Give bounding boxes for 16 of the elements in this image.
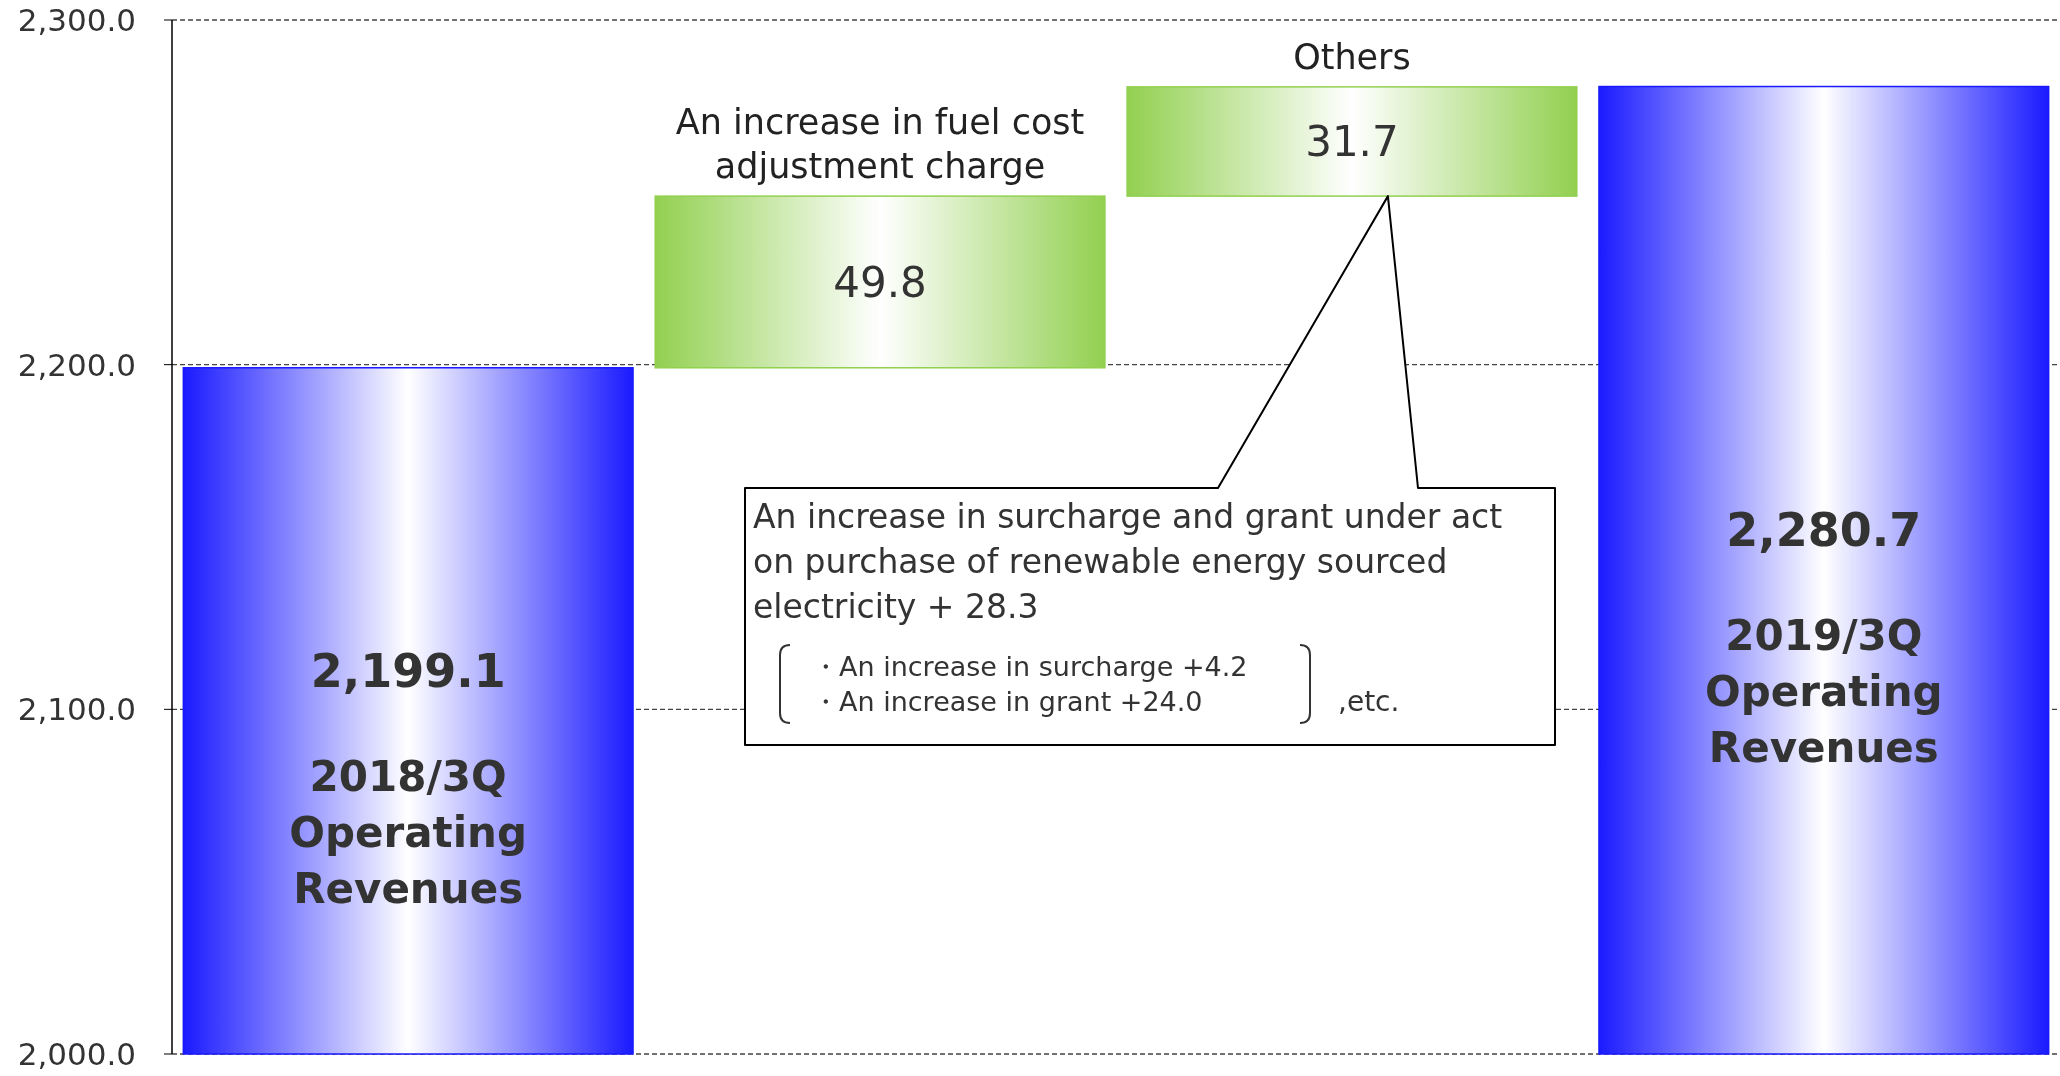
y-tick-label: 2,100.0 xyxy=(17,691,136,728)
annotation: ・An increase in surcharge +4.2 xyxy=(812,651,1248,682)
data-label: 31.7 xyxy=(1305,117,1399,167)
annotation: ・An increase in grant +24.0 xyxy=(812,686,1203,717)
annotation: ,etc. xyxy=(1338,685,1400,718)
y-tick-label: 2,200.0 xyxy=(17,346,136,383)
y-tick-label: 2,300.0 xyxy=(17,1,136,38)
y-tick-label: 2,000.0 xyxy=(17,1035,136,1072)
x-tick-label: Others xyxy=(1293,36,1411,77)
x-tick-label: An increase in fuel cost adjustment charge xyxy=(675,102,1085,187)
data-label: 2,199.1 xyxy=(310,643,506,698)
data-label: 49.8 xyxy=(833,257,927,307)
x-tick-label: 2019/3Q Operating Revenues xyxy=(1704,611,1943,773)
annotation: An increase in surcharge and grant under act on purchase of renewable energy sourced electricity + 28.3 xyxy=(753,497,1503,626)
x-tick-label: 2018/3Q Operating Revenues xyxy=(289,751,528,913)
data-label: 2,280.7 xyxy=(1726,503,1922,558)
